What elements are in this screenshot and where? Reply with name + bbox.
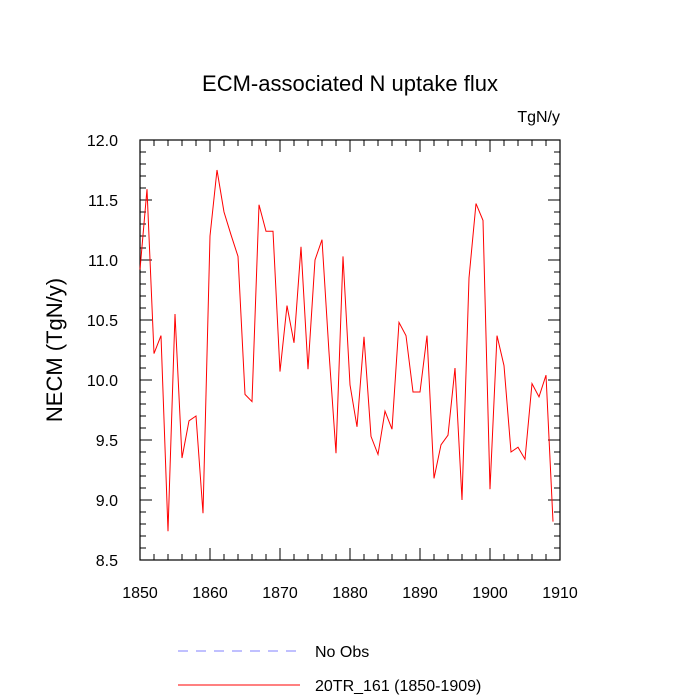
legend-label: 20TR_161 (1850-1909) (315, 678, 481, 695)
legend-label: No Obs (315, 644, 369, 661)
y-tick-label: 11.5 (88, 193, 118, 210)
series-layer (139, 169, 554, 532)
chart-title: ECM-associated N uptake flux (202, 71, 498, 96)
y-axis-label: NECM (TgN/y) (42, 278, 67, 422)
x-tick-label: 1890 (402, 585, 438, 602)
y-tick-label: 12.0 (87, 133, 118, 150)
y-tick-label: 9.0 (96, 493, 118, 510)
series-line-0 (139, 169, 554, 532)
x-tick-label: 1910 (542, 585, 578, 602)
x-tick-label: 1860 (192, 585, 228, 602)
x-tick-label: 1870 (262, 585, 298, 602)
y-tick-label: 9.5 (96, 433, 118, 450)
y-tick-label: 10.0 (87, 373, 118, 390)
x-tick-label: 1900 (472, 585, 508, 602)
x-tick-label: 1850 (122, 585, 158, 602)
legend: No Obs 20TR_161 (1850-1909) (178, 644, 481, 695)
axis-ticks (139, 139, 561, 561)
x-tick-label: 1880 (332, 585, 368, 602)
y-tick-label: 11.0 (88, 253, 118, 270)
y-tick-label: 8.5 (96, 553, 118, 570)
axis-tick-labels: 1850 1860 1870 1880 1890 1900 1910 8.5 9.0 9.5 10.… (87, 133, 578, 602)
units-label: TgN/y (517, 109, 560, 126)
y-tick-label: 10.5 (87, 313, 118, 330)
